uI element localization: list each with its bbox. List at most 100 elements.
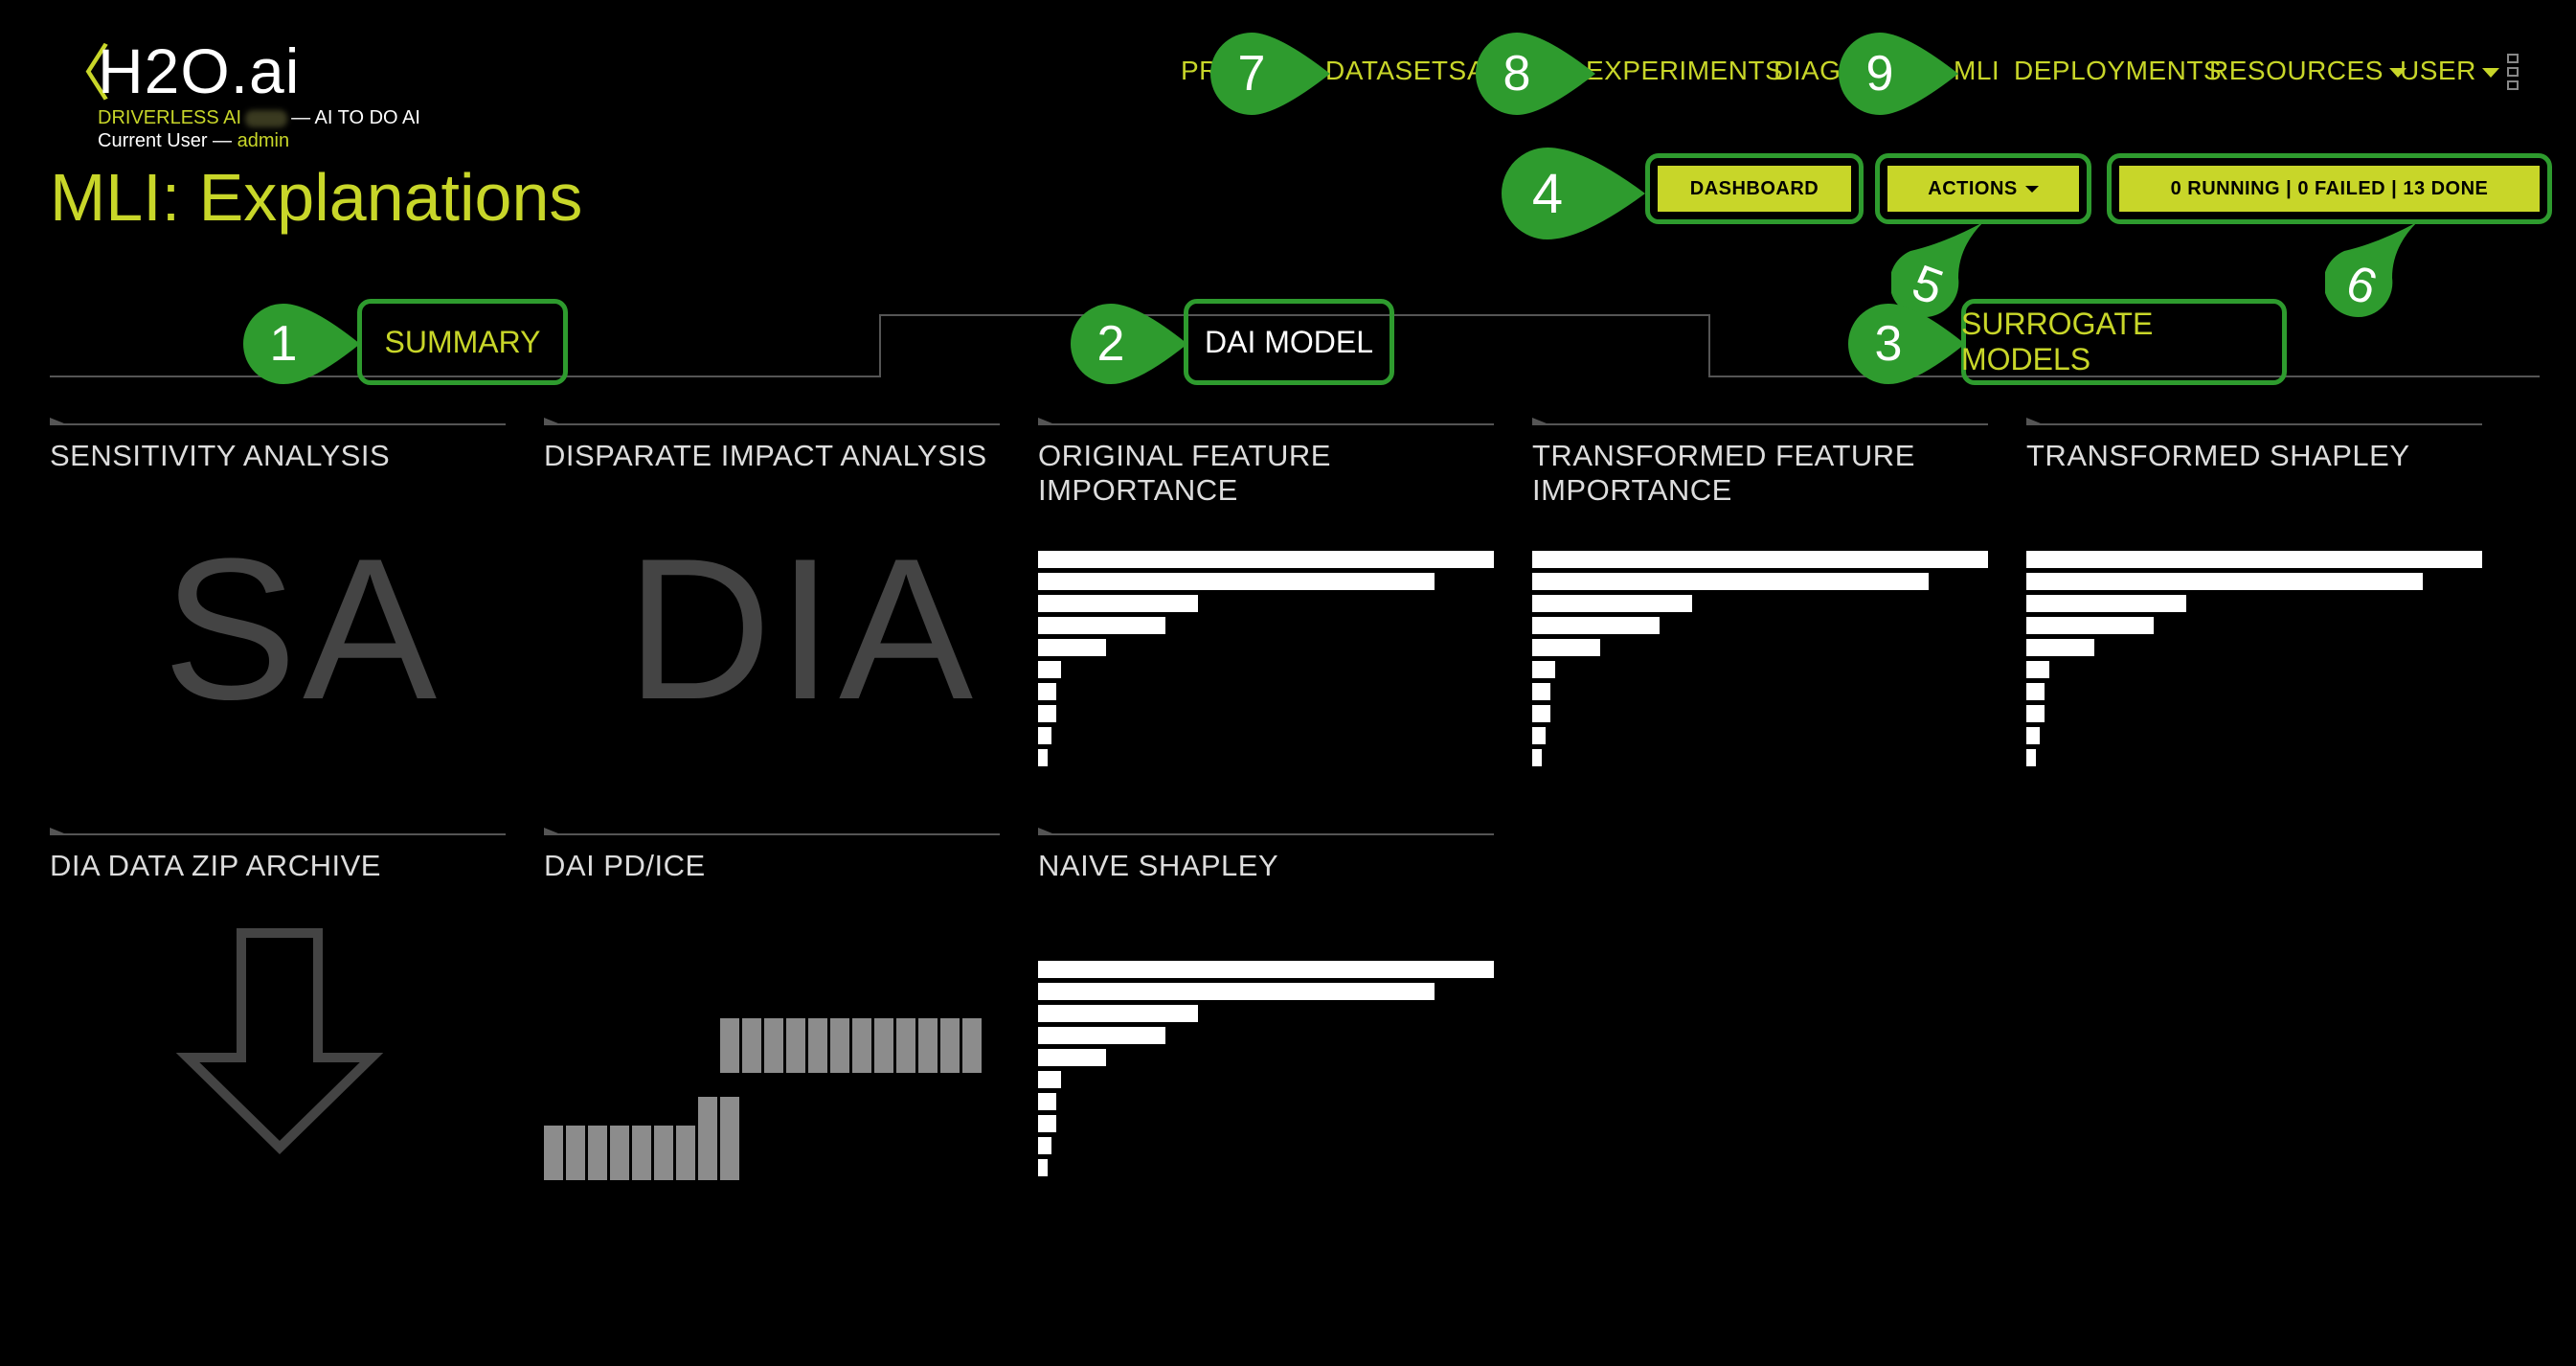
pdice-bar <box>544 1126 563 1180</box>
redacted-version <box>245 109 288 127</box>
dia-glyph: DIA <box>626 516 980 741</box>
pdice-bar <box>962 1018 982 1073</box>
thumbnail-bar <box>1038 705 1057 722</box>
pdice-bar <box>874 1018 893 1073</box>
tab-baseline-right <box>1708 376 2540 377</box>
tile-transformed-feature-importance[interactable]: TRANSFORMED FEATURE IMPORTANCE <box>1532 418 1988 782</box>
thumbnail-bar <box>1038 961 1494 978</box>
thumbnail-bar <box>1038 617 1166 634</box>
tile-disparate-impact[interactable]: DISPARATE IMPACT ANALYSIS DIA <box>544 418 1000 741</box>
download-arrow-icon <box>175 928 384 1154</box>
pdice-bar <box>830 1018 849 1073</box>
pdice-bar <box>720 1097 739 1180</box>
tile-dia-data-zip[interactable]: DIA DATA ZIP ARCHIVE <box>50 828 506 1172</box>
tab-border-left <box>879 314 881 377</box>
thumbnail-bar <box>2026 639 2095 656</box>
tab-baseline-left <box>50 376 881 377</box>
pdice-bar <box>808 1018 827 1073</box>
chevron-down-icon <box>2024 185 2039 193</box>
nav-mli[interactable]: MLI <box>1954 56 2000 85</box>
thumbnail-bar <box>2026 551 2482 568</box>
callout-3: 3 <box>1848 304 1965 384</box>
pdice-bar <box>896 1018 915 1073</box>
thumbnail-bar <box>2026 727 2041 744</box>
tile-dai-pdice[interactable]: DAI PD/ICE <box>544 828 1000 1192</box>
callout-4: 4 <box>1502 148 1645 239</box>
callout-1: 1 <box>243 304 360 384</box>
tile-title: DIA DATA ZIP ARCHIVE <box>50 849 381 882</box>
thumbnail-bar <box>1532 683 1551 700</box>
thumbnail-bar <box>2026 617 2155 634</box>
pdice-bar <box>610 1126 629 1180</box>
thumbnail-bar <box>2026 661 2049 678</box>
current-user-label: Current User — <box>98 130 233 151</box>
tab-surrogate-models[interactable]: SURROGATE MODELS <box>1961 307 2154 376</box>
product-name: DRIVERLESS AI <box>98 107 242 128</box>
pdice-bar <box>918 1018 938 1073</box>
thumbnail-bar <box>1532 573 1930 590</box>
thumbnail-bar <box>1038 573 1435 590</box>
nav-deployments[interactable]: DEPLOYMENTS <box>2014 56 2223 85</box>
thumbnail-bar <box>1532 749 1542 766</box>
thumbnail-bar <box>1038 749 1048 766</box>
tile-naive-shapley[interactable]: NAIVE SHAPLEY <box>1038 828 1494 1192</box>
tab-summary[interactable]: SUMMARY <box>384 324 541 359</box>
thumbnail-bar <box>1532 661 1555 678</box>
current-user-line: Current User — admin <box>98 130 289 152</box>
thumbnail-bar <box>2026 749 2036 766</box>
thumbnail-bar <box>1038 1093 1057 1110</box>
nav-user-label: USER <box>2400 56 2476 85</box>
back-chevron-icon[interactable]: 〈 <box>50 39 111 110</box>
callout-8: 8 <box>1476 33 1595 115</box>
pdice-bar <box>676 1126 695 1180</box>
tile-sensitivity-analysis[interactable]: SENSITIVITY ANALYSIS SA <box>50 418 506 741</box>
pdice-bar <box>786 1018 805 1073</box>
pdice-bar <box>654 1126 673 1180</box>
thumbnail-bar <box>1038 595 1198 612</box>
callout-2: 2 <box>1071 304 1187 384</box>
chevron-down-icon <box>2481 67 2499 78</box>
feature-importance-thumbnail <box>1532 418 1988 782</box>
thumbnail-bar <box>2026 705 2045 722</box>
tile-title: DAI PD/ICE <box>544 849 706 882</box>
tile-transformed-shapley[interactable]: TRANSFORMED SHAPLEY <box>2026 418 2482 782</box>
job-status-button[interactable]: 0 RUNNING | 0 FAILED | 13 DONE <box>2119 166 2540 212</box>
sa-glyph: SA <box>163 516 443 741</box>
pdice-bar <box>720 1018 739 1073</box>
tagline-text: — AI TO DO AI <box>291 107 420 128</box>
highlight-actions <box>1875 153 2091 224</box>
nav-resources-label: RESOURCES <box>2209 56 2384 85</box>
pdice-bar <box>588 1126 607 1180</box>
thumbnail-bar <box>1038 1027 1166 1044</box>
highlight-dashboard <box>1645 153 1864 224</box>
thumbnail-bar <box>1532 727 1547 744</box>
pdice-bar <box>940 1018 960 1073</box>
nav-resources[interactable]: RESOURCES <box>2209 56 2407 86</box>
thumbnail-bar <box>2026 573 2424 590</box>
thumbnail-bar <box>1038 1005 1198 1022</box>
nav-experiments[interactable]: EXPERIMENTS <box>1586 56 1784 85</box>
thumbnail-bar <box>1038 983 1435 1000</box>
tab-dai-model[interactable]: DAI MODEL <box>1204 324 1374 359</box>
thumbnail-bar <box>1532 617 1661 634</box>
thumbnail-bar <box>1038 1049 1107 1066</box>
brand-logo-title[interactable]: H2O.ai <box>98 35 301 106</box>
pdice-bar <box>632 1126 651 1180</box>
pdice-bar <box>764 1018 783 1073</box>
thumbnail-bar <box>1532 551 1988 568</box>
callout-6: 6 <box>2325 218 2421 324</box>
actions-dropdown-button[interactable]: ACTIONS <box>1887 166 2079 212</box>
actions-label: ACTIONS <box>1928 177 2018 199</box>
dashboard-button[interactable]: DASHBOARD <box>1658 166 1851 212</box>
nav-user[interactable]: USER <box>2400 56 2499 86</box>
thumbnail-bar <box>2026 683 2045 700</box>
page-title: MLI: Explanations <box>50 160 583 235</box>
thumbnail-bar <box>1038 1159 1048 1176</box>
grid-menu-icon[interactable] <box>2507 54 2522 98</box>
feature-importance-thumbnail <box>1038 418 1494 782</box>
thumbnail-bar <box>1038 551 1494 568</box>
nav-datasets[interactable]: DATASETS <box>1325 56 1467 85</box>
thumbnail-bar <box>1038 1115 1057 1132</box>
tile-original-feature-importance[interactable]: ORIGINAL FEATURE IMPORTANCE <box>1038 418 1494 782</box>
shapley-thumbnail <box>1038 828 1494 1192</box>
